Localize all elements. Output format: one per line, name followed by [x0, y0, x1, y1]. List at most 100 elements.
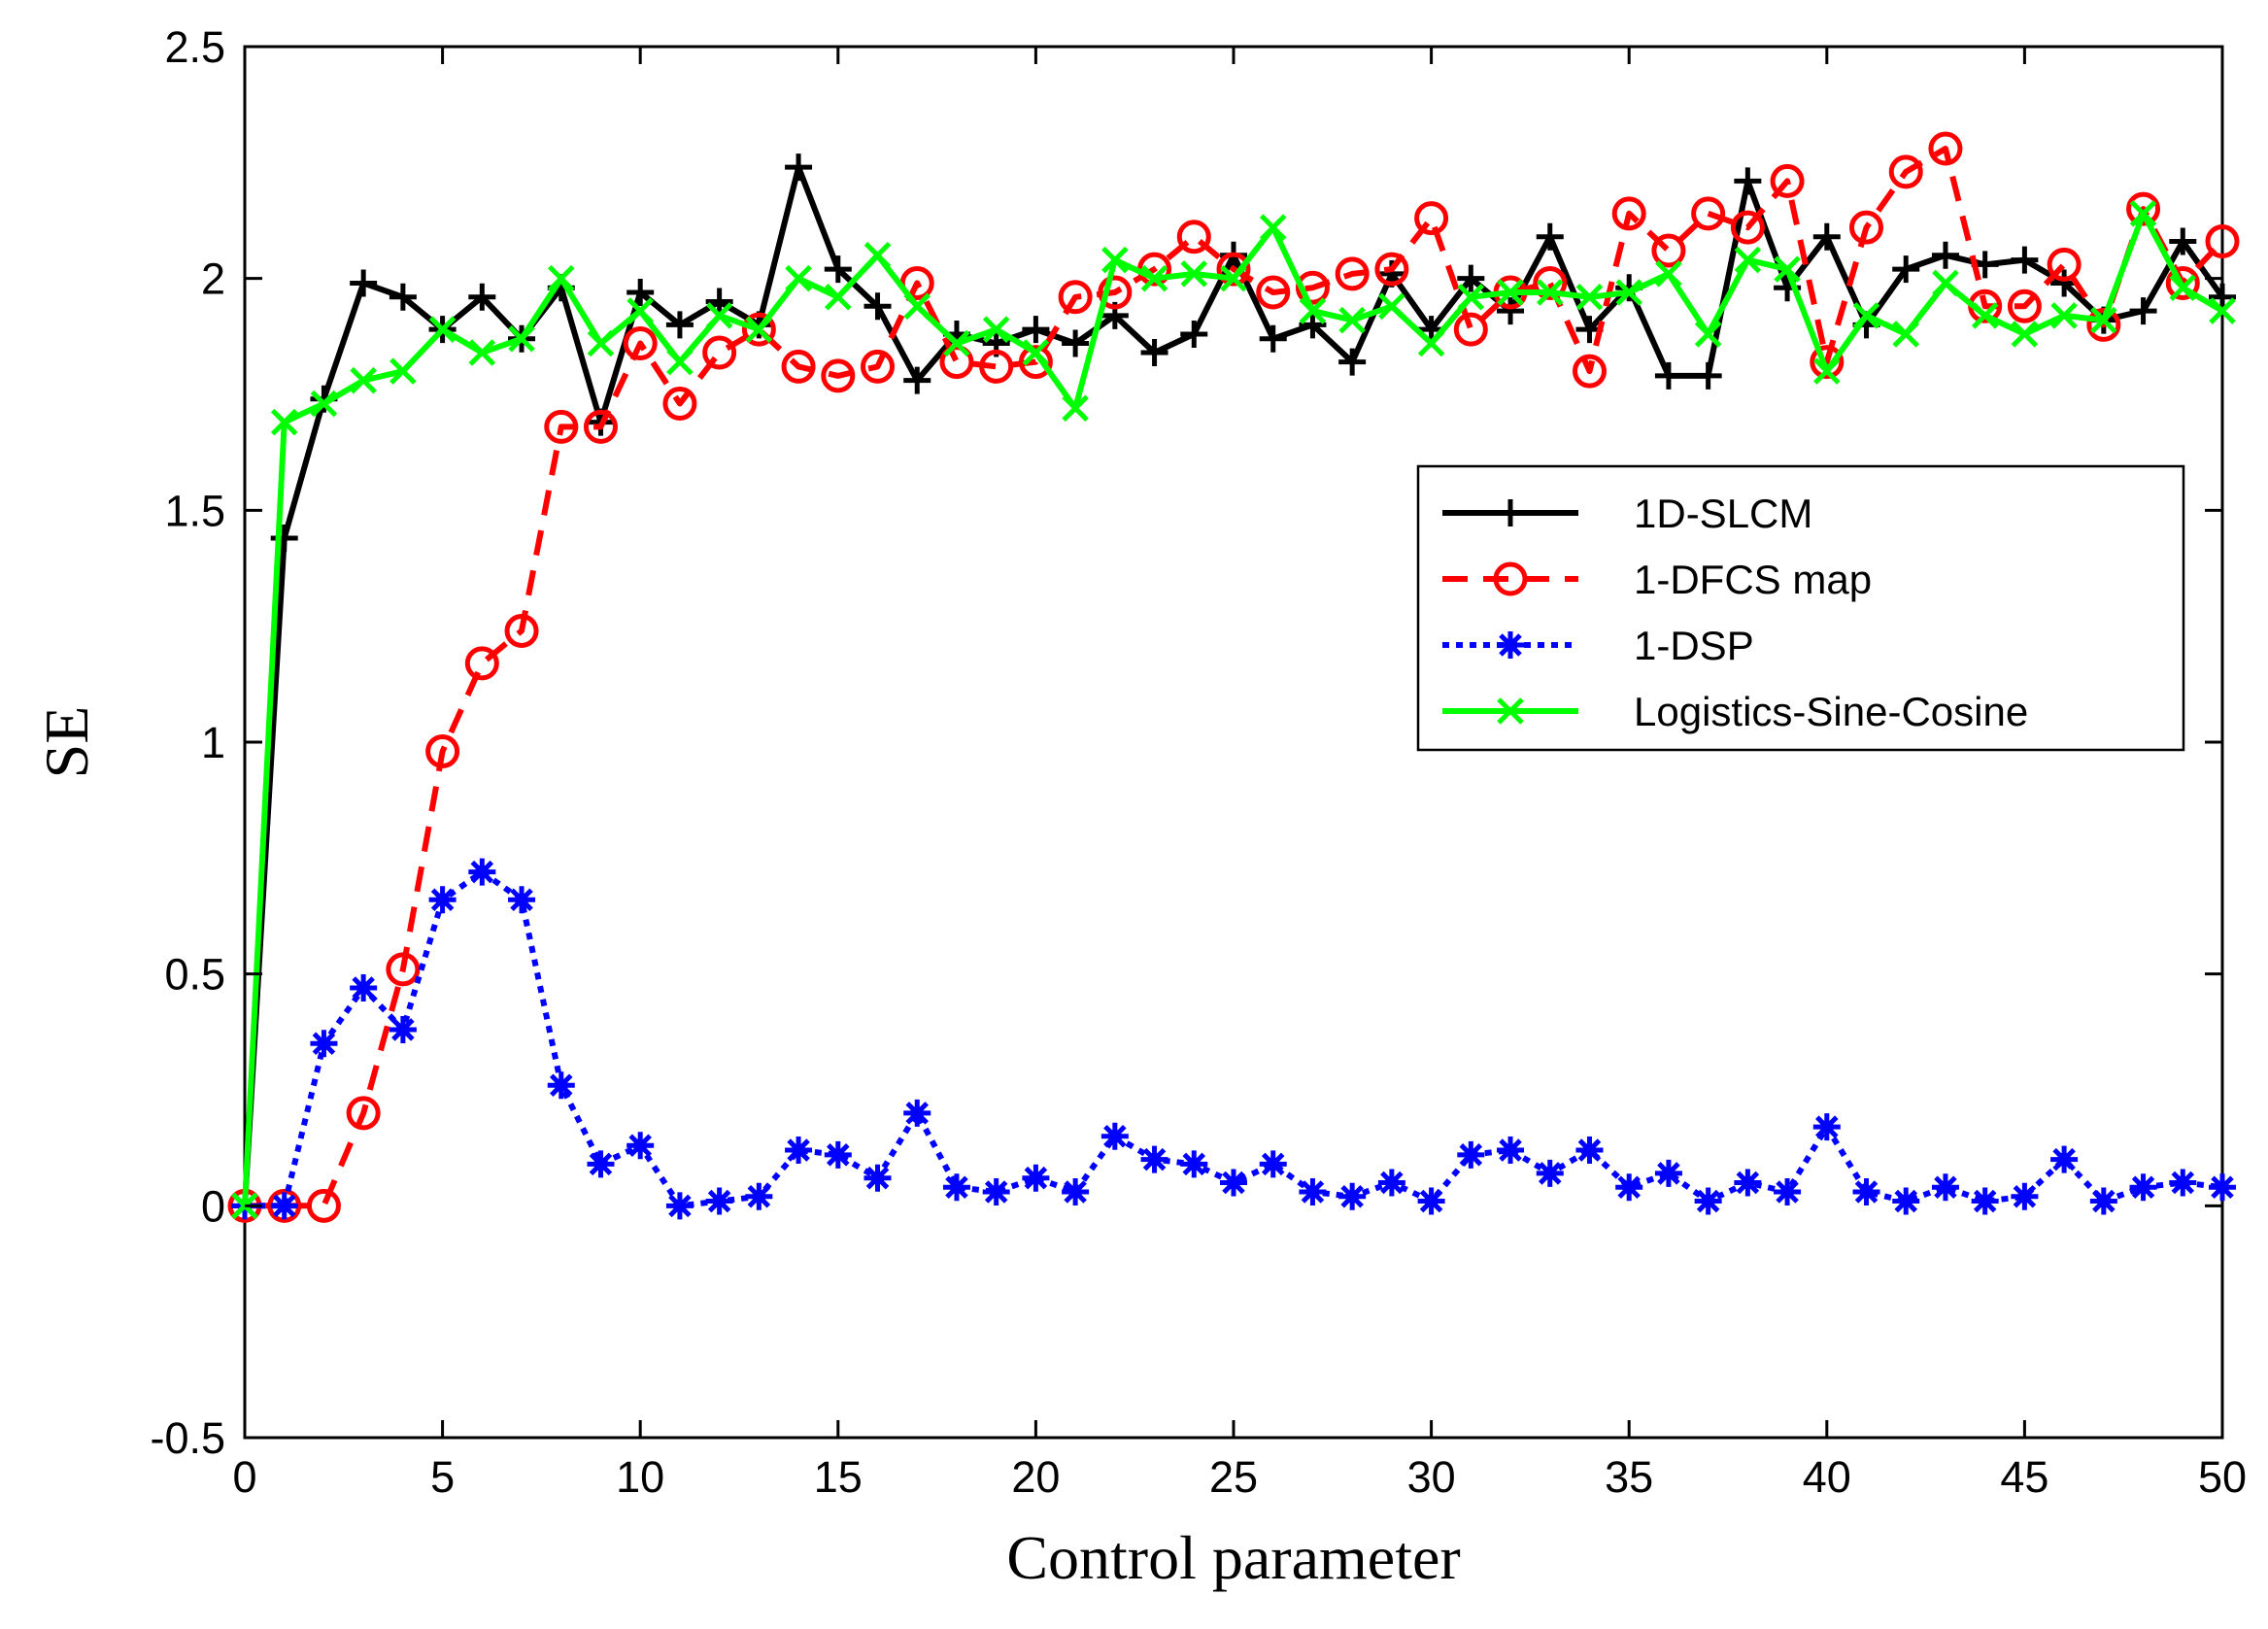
data-point	[1694, 361, 1722, 390]
data-point	[1536, 1159, 1564, 1187]
legend-item: Logistics-Sine-Cosine	[1442, 689, 2028, 734]
data-point	[350, 366, 377, 394]
data-point	[1338, 306, 1366, 334]
data-point	[1140, 264, 1168, 292]
data-point	[1062, 1178, 1090, 1206]
x-tick-label: 10	[616, 1452, 664, 1502]
data-point	[1338, 1182, 1367, 1210]
legend-item: 1-DFCS map	[1442, 557, 1872, 602]
data-point	[1299, 311, 1327, 339]
series-layer	[227, 131, 2240, 1223]
data-point	[1774, 255, 1801, 283]
data-point	[824, 255, 852, 284]
legend: 1D-SLCM 1-DFCS map 1-DSP Logistics-Sine-Cos…	[1416, 464, 2185, 752]
data-point	[1299, 297, 1327, 324]
data-point	[1100, 1122, 1129, 1150]
y-axis-title: SE	[32, 706, 101, 779]
data-point	[270, 1192, 298, 1220]
x-tick-label: 0	[232, 1452, 256, 1502]
x-tick-label: 15	[814, 1452, 863, 1502]
data-point	[2089, 1187, 2117, 1215]
data-point	[1497, 297, 1525, 325]
series-logistics-sine-cosine	[231, 200, 2236, 1220]
data-point	[2007, 288, 2042, 323]
data-point	[1457, 264, 1485, 292]
data-point	[1140, 1145, 1168, 1173]
data-point	[1453, 312, 1488, 347]
data-point	[1220, 264, 1247, 292]
data-point	[1852, 302, 1880, 329]
legend-marker	[1497, 631, 1524, 659]
series-1-dsp	[231, 858, 2236, 1220]
data-point	[1774, 1178, 1802, 1206]
data-point	[1654, 1159, 1682, 1187]
data-point	[2169, 274, 2197, 301]
data-point	[1575, 1137, 1604, 1165]
data-point	[1176, 220, 1211, 255]
data-point	[942, 1173, 970, 1202]
data-point	[310, 1030, 338, 1058]
data-point	[1220, 1169, 1247, 1197]
data-point	[389, 1015, 417, 1043]
data-point	[903, 1099, 931, 1127]
legend-marker	[1493, 561, 1528, 596]
data-point	[270, 524, 298, 552]
data-point	[1971, 1187, 1999, 1215]
data-point	[389, 357, 417, 385]
data-point	[1971, 302, 1999, 329]
data-point	[1417, 329, 1445, 357]
x-tick-label: 25	[1209, 1452, 1258, 1502]
data-point	[1812, 222, 1841, 251]
data-point	[2090, 306, 2117, 334]
data-point	[943, 329, 970, 357]
data-point	[785, 264, 812, 292]
data-point	[1256, 275, 1291, 310]
data-point	[2050, 1145, 2079, 1173]
data-point	[2169, 227, 2197, 255]
data-point	[1295, 270, 1330, 305]
data-point	[1892, 255, 1920, 284]
data-point	[1694, 1187, 1722, 1215]
x-tick-label: 5	[430, 1452, 455, 1502]
data-point	[705, 1187, 733, 1215]
data-point	[745, 1182, 773, 1210]
data-point	[861, 349, 896, 384]
data-point	[1734, 1169, 1762, 1197]
data-point	[2165, 265, 2200, 300]
y-tick-label: 0.5	[164, 950, 225, 1000]
x-tick-label: 35	[1605, 1452, 1653, 1502]
data-point	[1378, 292, 1405, 321]
data-point	[1654, 361, 1682, 390]
legend-marker	[1497, 697, 1524, 725]
tick-layer: 0 5 10 15 20 25 30 35 40 45 50-0.500.511.522.5	[150, 22, 2247, 1502]
x-tick-label: 40	[1803, 1452, 1851, 1502]
data-point	[1259, 214, 1287, 241]
data-point	[1533, 265, 1568, 300]
y-tick-label: 2	[201, 255, 225, 304]
data-point	[1022, 1164, 1050, 1192]
data-point	[705, 288, 733, 316]
data-point	[1062, 394, 1089, 423]
data-point	[587, 1150, 615, 1178]
data-point	[1098, 275, 1133, 310]
y-tick-label: 1.5	[164, 486, 225, 535]
data-point	[982, 316, 1010, 343]
x-tick-label: 30	[1407, 1452, 1456, 1502]
x-tick-label: 45	[2000, 1452, 2048, 1502]
x-axis-title: Control parameter	[1006, 1523, 1460, 1592]
data-point	[1101, 246, 1129, 274]
data-point	[903, 366, 931, 394]
data-point	[428, 886, 457, 914]
data-point	[781, 349, 816, 384]
legend-label: 1-DFCS map	[1634, 557, 1872, 602]
data-point	[2209, 283, 2236, 311]
data-point	[1335, 256, 1370, 291]
data-point	[2086, 307, 2121, 342]
data-point	[1299, 1178, 1327, 1206]
data-point	[1813, 357, 1841, 385]
x-tick-label: 20	[1011, 1452, 1060, 1502]
data-point	[821, 358, 856, 393]
data-point	[1655, 260, 1682, 288]
data-point	[1694, 321, 1722, 348]
data-point	[863, 1164, 892, 1192]
